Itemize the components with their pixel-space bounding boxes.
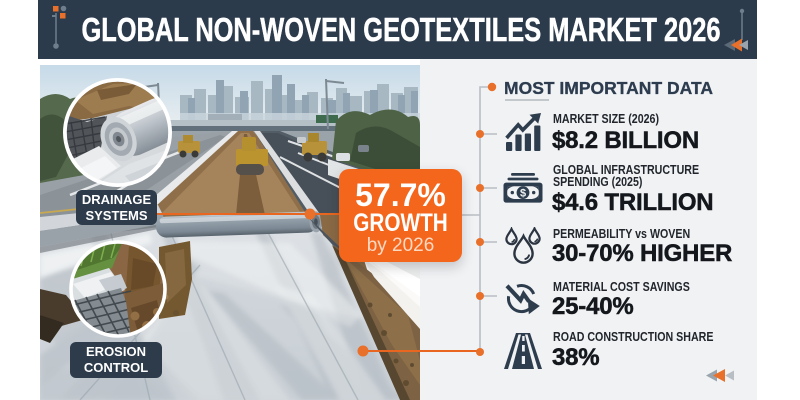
- svg-text:$: $: [520, 188, 526, 200]
